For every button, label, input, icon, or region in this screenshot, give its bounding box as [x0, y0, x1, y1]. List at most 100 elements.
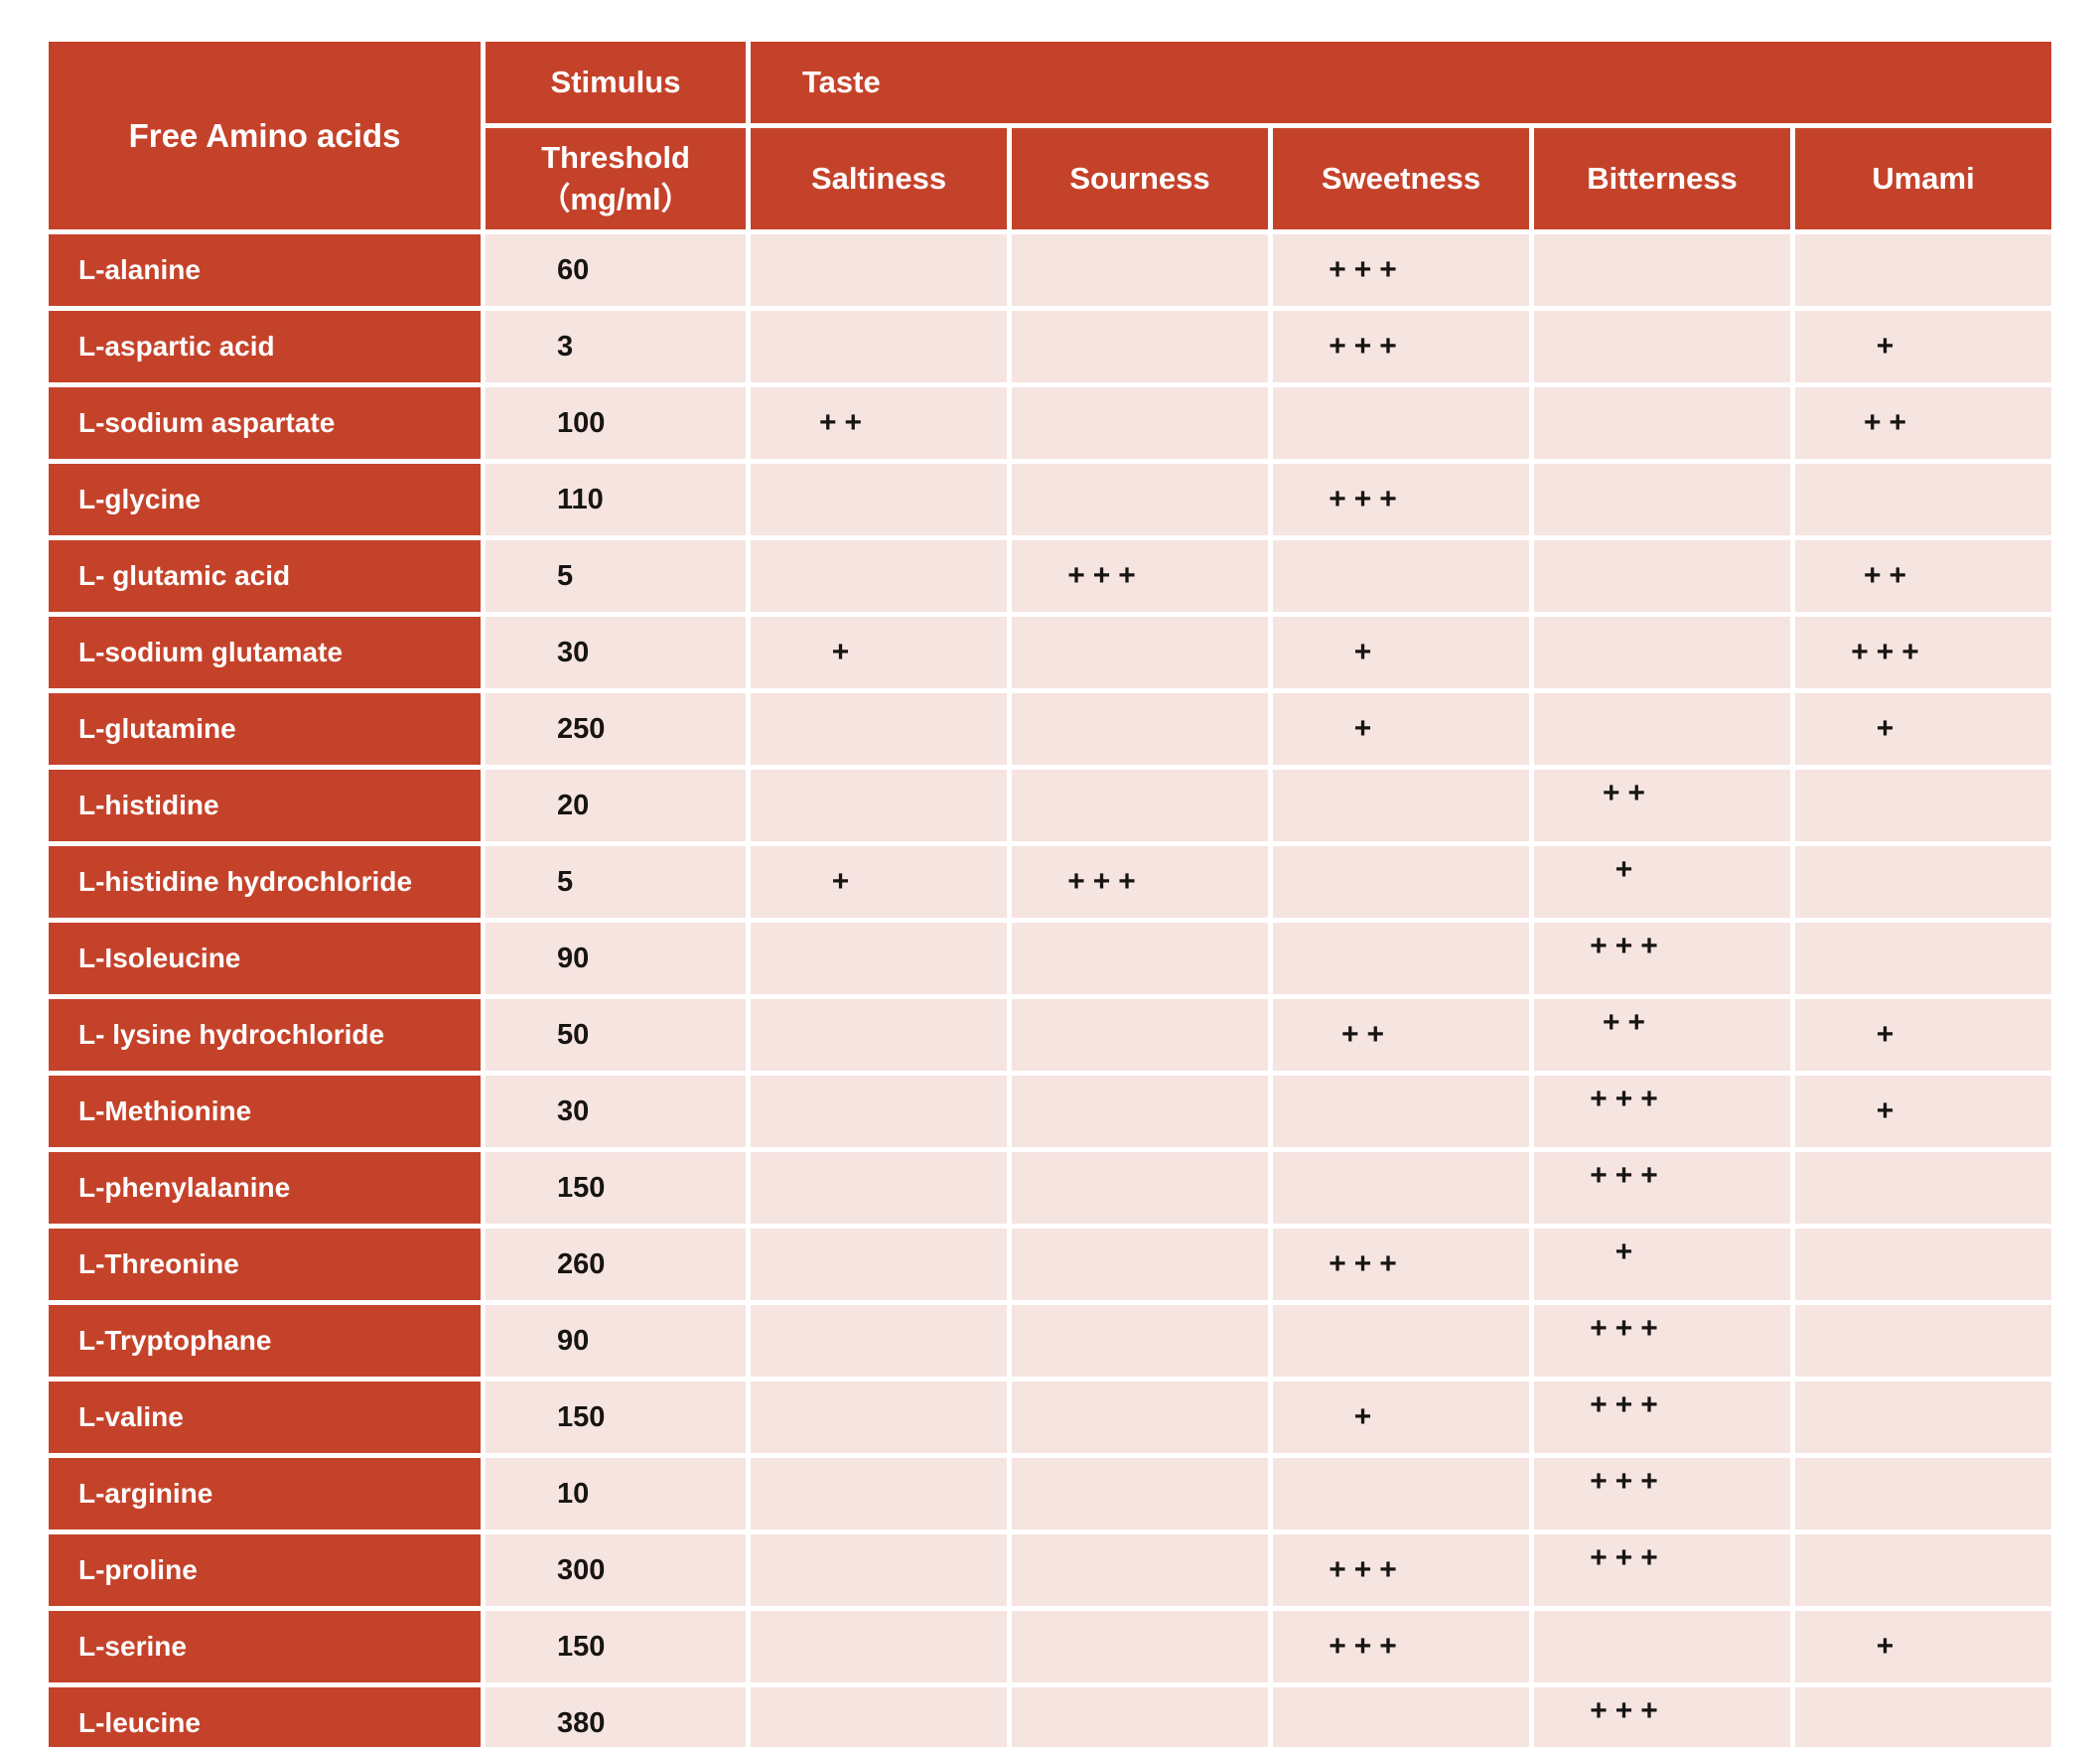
amino-acid-name: L-leucine — [49, 1687, 481, 1747]
umami-value: + — [1795, 1611, 2051, 1682]
sweetness-value: + — [1273, 693, 1529, 765]
saltiness-value — [751, 1687, 1007, 1747]
umami-value — [1795, 234, 2051, 306]
amino-acid-name: L-proline — [49, 1534, 481, 1606]
header-threshold-label: Threshold — [541, 140, 690, 176]
table-row: L-Isoleucine 90 +++ — [49, 923, 2051, 994]
table-row: L-alanine 60 +++ — [49, 234, 2051, 306]
amino-acid-name: L-Isoleucine — [49, 923, 481, 994]
umami-value: + — [1795, 311, 2051, 382]
table-row: L-valine 150 + +++ — [49, 1382, 2051, 1453]
threshold-value: 30 — [486, 617, 746, 688]
bitterness-value: +++ — [1534, 1687, 1790, 1747]
header-threshold-unit: （mg/ml） — [539, 182, 692, 217]
umami-value: + — [1795, 1076, 2051, 1147]
sweetness-value — [1273, 1687, 1529, 1747]
table-row: L-aspartic acid 3 +++ + — [49, 311, 2051, 382]
header-umami: Umami — [1795, 128, 2051, 229]
sourness-value — [1012, 693, 1268, 765]
amino-acid-taste-table: Free Amino acids Stimulus Taste Threshol… — [44, 37, 2056, 1747]
table-row: L-histidine 20 ++ — [49, 770, 2051, 841]
table-row: L-leucine 380 +++ — [49, 1687, 2051, 1747]
bitterness-value: ++ — [1534, 770, 1790, 841]
umami-value — [1795, 846, 2051, 918]
saltiness-value — [751, 1076, 1007, 1147]
sourness-value — [1012, 1076, 1268, 1147]
sourness-value — [1012, 464, 1268, 535]
bitterness-value: +++ — [1534, 1076, 1790, 1147]
umami-value — [1795, 1152, 2051, 1224]
bitterness-value: ++ — [1534, 999, 1790, 1071]
threshold-value: 3 — [486, 311, 746, 382]
sweetness-value — [1273, 770, 1529, 841]
umami-value — [1795, 1534, 2051, 1606]
amino-acid-name: L-phenylalanine — [49, 1152, 481, 1224]
umami-value — [1795, 770, 2051, 841]
saltiness-value — [751, 923, 1007, 994]
amino-acid-name: L-glutamine — [49, 693, 481, 765]
table-body: L-alanine 60 +++ L-aspartic acid 3 +++ + L-sodi… — [49, 234, 2051, 1747]
table-row: L- lysine hydrochloride 50 ++ ++ + — [49, 999, 2051, 1071]
threshold-value: 30 — [486, 1076, 746, 1147]
threshold-value: 380 — [486, 1687, 746, 1747]
amino-acid-name: L-Tryptophane — [49, 1305, 481, 1377]
umami-value — [1795, 1305, 2051, 1377]
table-row: L-Tryptophane 90 +++ — [49, 1305, 2051, 1377]
saltiness-value: + — [751, 617, 1007, 688]
umami-value — [1795, 1687, 2051, 1747]
amino-acid-name: L-Methionine — [49, 1076, 481, 1147]
sweetness-value: +++ — [1273, 311, 1529, 382]
sweetness-value — [1273, 1076, 1529, 1147]
umami-value: + — [1795, 999, 2051, 1071]
saltiness-value — [751, 540, 1007, 612]
sourness-value — [1012, 617, 1268, 688]
amino-acid-name: L- glutamic acid — [49, 540, 481, 612]
amino-acid-name: L-glycine — [49, 464, 481, 535]
umami-value — [1795, 1458, 2051, 1529]
umami-value: ++ — [1795, 540, 2051, 612]
table-header: Free Amino acids Stimulus Taste Threshol… — [49, 42, 2051, 229]
saltiness-value — [751, 693, 1007, 765]
table-row: L-serine 150 +++ + — [49, 1611, 2051, 1682]
sweetness-value — [1273, 1305, 1529, 1377]
saltiness-value — [751, 999, 1007, 1071]
bitterness-value: +++ — [1534, 923, 1790, 994]
amino-acid-name: L-alanine — [49, 234, 481, 306]
threshold-value: 110 — [486, 464, 746, 535]
sweetness-value — [1273, 1458, 1529, 1529]
bitterness-value — [1534, 540, 1790, 612]
bitterness-value — [1534, 693, 1790, 765]
amino-acid-name: L-aspartic acid — [49, 311, 481, 382]
saltiness-value — [751, 1458, 1007, 1529]
saltiness-value: + — [751, 846, 1007, 918]
bitterness-value: +++ — [1534, 1152, 1790, 1224]
sweetness-value — [1273, 1152, 1529, 1224]
amino-acid-name: L-sodium glutamate — [49, 617, 481, 688]
table-row: L-histidine hydrochloride 5 + +++ + — [49, 846, 2051, 918]
saltiness-value — [751, 1534, 1007, 1606]
threshold-value: 10 — [486, 1458, 746, 1529]
amino-acid-name: L- lysine hydrochloride — [49, 999, 481, 1071]
umami-value: ++ — [1795, 387, 2051, 459]
umami-value — [1795, 1382, 2051, 1453]
amino-acid-name: L-histidine — [49, 770, 481, 841]
saltiness-value — [751, 1382, 1007, 1453]
table-row: L-glutamine 250 + + — [49, 693, 2051, 765]
table-row: L-sodium glutamate 30 + + +++ — [49, 617, 2051, 688]
bitterness-value: +++ — [1534, 1458, 1790, 1529]
sourness-value — [1012, 1382, 1268, 1453]
sourness-value: +++ — [1012, 846, 1268, 918]
amino-acid-name: L-arginine — [49, 1458, 481, 1529]
umami-value: +++ — [1795, 617, 2051, 688]
saltiness-value — [751, 1611, 1007, 1682]
sourness-value — [1012, 311, 1268, 382]
saltiness-value: ++ — [751, 387, 1007, 459]
header-bitterness: Bitterness — [1534, 128, 1790, 229]
sourness-value — [1012, 1534, 1268, 1606]
amino-acid-name: L-Threonine — [49, 1229, 481, 1300]
umami-value — [1795, 1229, 2051, 1300]
bitterness-value — [1534, 311, 1790, 382]
sourness-value: +++ — [1012, 540, 1268, 612]
saltiness-value — [751, 464, 1007, 535]
bitterness-value — [1534, 464, 1790, 535]
